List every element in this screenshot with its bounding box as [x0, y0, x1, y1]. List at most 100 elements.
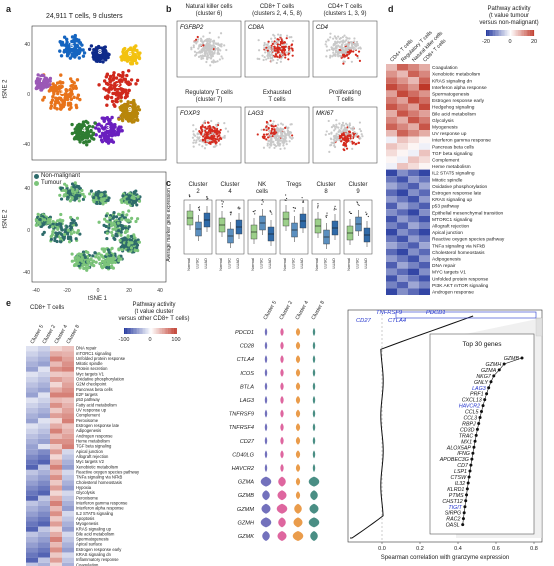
cluster-point [119, 95, 124, 100]
cell-point [193, 134, 196, 137]
legend-item-nonmalignant: Non-malignant [34, 173, 80, 179]
tumour-point [120, 198, 124, 202]
cell-point [330, 141, 333, 144]
cell-point [270, 50, 273, 54]
cell-point [208, 53, 212, 56]
cluster-point [58, 49, 62, 53]
expressing-cell-point [284, 56, 287, 59]
outlier-point [239, 207, 241, 209]
heatmap-cell [50, 464, 62, 470]
outlier-point [350, 212, 353, 215]
cell-point [279, 139, 282, 142]
tumour-point [94, 255, 98, 259]
heatmap-cell [397, 262, 408, 269]
tumour-point [116, 221, 120, 225]
expressing-cell-point [342, 53, 345, 56]
heatmap-cell [419, 222, 430, 229]
tumour-point [97, 220, 101, 224]
tumour-point [61, 188, 66, 192]
cluster-point [99, 49, 103, 54]
expressing-cell-point [200, 131, 203, 135]
colorbar-segment [525, 30, 527, 36]
nonmalignant-point [103, 194, 107, 198]
heatmap-cell [26, 542, 38, 548]
heatmap-cell [419, 229, 430, 236]
expressing-cell-point [277, 50, 280, 54]
x-category-label: Normal [218, 258, 223, 271]
legend-item-tumour: Tumour [34, 180, 61, 186]
marker-gene-label: FOXP3 [180, 111, 200, 117]
cluster-point [70, 53, 74, 57]
cluster-point [107, 121, 112, 125]
heatmap-cell [26, 376, 38, 383]
heatmap-row-label: Cholesterol homeostasis [432, 250, 485, 256]
heatmap-row-label: Myogenesis [76, 521, 98, 526]
heatmap-cell [50, 402, 62, 408]
heatmap-cell [419, 235, 430, 243]
top-gene-label: CTSW [450, 475, 467, 481]
heatmap-cell [50, 552, 62, 558]
cell-point [271, 46, 274, 49]
x-tick-label: 40 [157, 288, 163, 294]
colorbar-segment [511, 30, 513, 36]
cell-point [337, 130, 340, 134]
expressing-cell-point [291, 134, 294, 137]
violin-shape [262, 531, 270, 541]
cell-point [329, 137, 332, 140]
heatmap-cell [38, 366, 50, 372]
cluster-point [107, 133, 111, 138]
violin-shape [295, 436, 301, 445]
violin-shape [280, 464, 284, 472]
cluster-point [51, 82, 55, 86]
colorbar-segment [514, 30, 517, 36]
tumour-point [36, 212, 40, 216]
heatmap-cell [419, 64, 430, 71]
cell-point [199, 54, 202, 57]
panel-e-colorbar: -100 0 100 [118, 328, 181, 343]
nonmalignant-point [77, 186, 81, 190]
heatmap-cell [26, 480, 38, 486]
marker-gene-label: MKI67 [316, 111, 334, 117]
heatmap-cell [386, 268, 397, 276]
heatmap-cell [397, 136, 408, 144]
nonmalignant-point [93, 251, 97, 255]
heatmap-cell [50, 397, 62, 403]
cluster-point [103, 50, 107, 54]
violin-shape [294, 503, 302, 514]
cell-point [354, 48, 357, 51]
tumour-point [100, 259, 105, 263]
cluster-point [117, 117, 121, 121]
cell-point [216, 42, 220, 45]
expressing-cell-point [208, 141, 211, 145]
tumour-point [86, 251, 90, 255]
heatmap-cell [419, 77, 430, 84]
cell-point [338, 51, 341, 54]
heatmap-cell [38, 428, 50, 434]
heatmap-cell [397, 242, 408, 249]
cell-point [264, 127, 267, 130]
nonmalignant-point [83, 255, 87, 259]
cell-point [353, 44, 357, 47]
cell-point [197, 38, 200, 41]
colorbar-segment [508, 30, 511, 36]
heatmap-cell [408, 262, 419, 269]
cluster-point [134, 82, 138, 86]
cell-point [279, 129, 282, 132]
heatmap-cell [408, 103, 419, 111]
cluster-point [118, 105, 122, 110]
heatmap-cell [419, 90, 430, 97]
expressing-cell-point [209, 132, 212, 135]
tumour-point [73, 262, 77, 267]
cell-point [273, 36, 277, 40]
heatmap-cell [26, 506, 38, 512]
cluster-point [126, 118, 130, 122]
marker-gene-label: LAG3 [248, 111, 264, 117]
heatmap-cell [26, 346, 38, 352]
cluster-point [132, 53, 136, 57]
cell-point [334, 127, 337, 130]
violin-shape [312, 450, 316, 459]
outlier-point [293, 210, 295, 212]
colorbar-segment [143, 328, 145, 334]
boxplot-frame [343, 199, 373, 255]
